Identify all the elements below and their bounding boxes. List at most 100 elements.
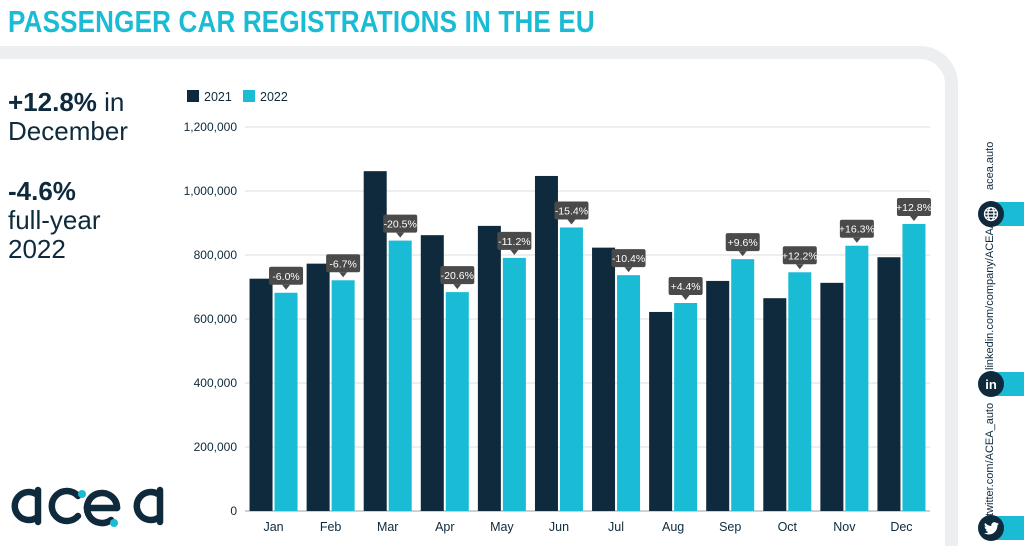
bar-2021	[820, 282, 844, 511]
social-rail: acea.auto linkedin.com/company/ACEA/ in …	[974, 140, 1024, 546]
change-label: +12.8%	[896, 202, 932, 214]
bar-2021	[306, 263, 330, 511]
y-tick-label: 800,000	[194, 248, 238, 262]
change-label-box	[440, 266, 475, 285]
change-label-box	[725, 233, 760, 252]
change-label-box	[896, 197, 931, 216]
change-label: +9.6%	[728, 237, 758, 249]
bar-2021	[592, 247, 616, 511]
linkedin-link[interactable]: in	[974, 371, 1024, 397]
change-label: +12.2%	[782, 250, 818, 262]
bar-2022	[559, 227, 583, 512]
legend-label: 2022	[260, 90, 288, 104]
december-highlight: +12.8% in December	[8, 88, 128, 146]
change-label-pointer	[795, 264, 804, 270]
x-tick-label: Jun	[549, 520, 569, 534]
x-tick-label: Mar	[377, 520, 399, 534]
full-year-change-value: -4.6%	[8, 176, 76, 206]
change-label: +16.3%	[839, 224, 875, 236]
change-label-box	[269, 266, 304, 285]
change-label-pointer	[453, 284, 462, 290]
legend-label: 2021	[204, 90, 232, 104]
x-tick-label: Jan	[263, 520, 283, 534]
change-label-pointer	[681, 295, 690, 300]
website-url: acea.auto	[984, 141, 996, 190]
bar-2021	[477, 225, 501, 511]
x-tick-label: Nov	[833, 520, 856, 534]
change-label-pointer	[909, 215, 918, 221]
website-link[interactable]	[974, 201, 1024, 227]
change-label: -20.5%	[384, 219, 417, 231]
bar-2021	[877, 257, 901, 511]
change-label-box	[839, 219, 874, 238]
x-tick-label: Sep	[719, 520, 741, 534]
x-tick-label: Feb	[320, 520, 342, 534]
full-year-text-year: 2022	[8, 234, 66, 264]
page-title: PASSENGER CAR REGISTRATIONS IN THE EU	[8, 4, 595, 39]
twitter-url: twitter.com/ACEA_auto	[984, 402, 996, 516]
x-tick-label: Aug	[662, 520, 684, 534]
linkedin-url: linkedin.com/company/ACEA/	[984, 225, 996, 370]
linkedin-icon: in	[978, 371, 1004, 397]
change-label: -15.4%	[555, 205, 588, 217]
change-label-box	[383, 214, 418, 233]
change-label: -20.6%	[441, 270, 474, 282]
change-label-pointer	[738, 251, 747, 257]
december-change-value: +12.8%	[8, 87, 97, 117]
bar-2022	[445, 292, 469, 511]
change-label-box	[782, 246, 817, 265]
december-text-month: December	[8, 116, 128, 146]
bar-2022	[902, 223, 926, 511]
y-tick-label: 600,000	[194, 312, 238, 326]
y-tick-label: 0	[230, 504, 237, 518]
bar-2022	[617, 275, 641, 511]
y-tick-label: 400,000	[194, 376, 238, 390]
x-tick-label: Jul	[608, 520, 624, 534]
x-tick-label: Oct	[778, 520, 798, 534]
december-text-in: in	[96, 87, 125, 117]
bar-2021	[763, 298, 787, 511]
change-label-box	[554, 201, 589, 220]
x-tick-label: Apr	[435, 520, 454, 534]
change-label-pointer	[624, 267, 633, 273]
bar-2021	[649, 311, 673, 511]
change-label-pointer	[510, 249, 519, 255]
bar-2022	[845, 245, 869, 511]
change-label-box	[497, 231, 532, 250]
bar-2022	[502, 257, 526, 511]
change-label: -6.7%	[329, 258, 356, 270]
change-label: -6.0%	[272, 271, 299, 283]
legend-swatch	[187, 90, 199, 102]
bar-2021	[706, 280, 730, 511]
twitter-link[interactable]	[974, 515, 1024, 541]
globe-icon	[978, 201, 1004, 227]
change-label: -10.4%	[612, 253, 645, 265]
change-label-pointer	[852, 237, 861, 243]
bar-2021	[420, 235, 444, 511]
y-tick-label: 1,000,000	[184, 184, 238, 198]
x-tick-label: May	[490, 520, 514, 534]
bar-2021	[249, 278, 273, 511]
change-label-pointer	[339, 272, 348, 278]
y-tick-label: 200,000	[194, 440, 238, 454]
change-label-box	[326, 254, 361, 273]
change-label-pointer	[282, 284, 291, 290]
bar-2022	[674, 303, 698, 511]
change-label: +4.4%	[671, 281, 701, 293]
acea-logo-icon	[11, 486, 164, 527]
full-year-highlight: -4.6% full-year 2022	[8, 177, 100, 264]
change-label: -11.2%	[498, 236, 531, 248]
bar-2022	[788, 272, 812, 511]
bar-2021	[363, 171, 387, 511]
bar-2022	[331, 280, 355, 511]
x-tick-label: Dec	[890, 520, 912, 534]
legend-swatch	[243, 90, 255, 102]
bar-2022	[731, 259, 755, 511]
twitter-icon	[978, 515, 1004, 541]
y-tick-label: 1,200,000	[184, 120, 238, 134]
bar-2022	[274, 292, 298, 511]
change-label-pointer	[567, 219, 576, 225]
bar-2021	[534, 175, 558, 511]
change-label-box	[611, 249, 646, 268]
